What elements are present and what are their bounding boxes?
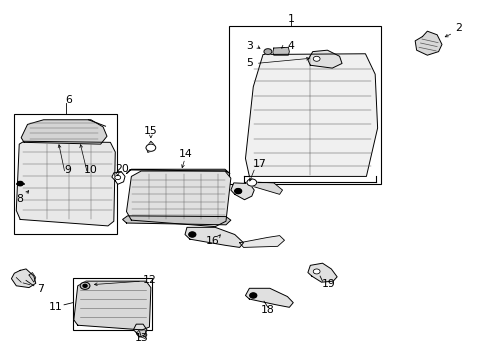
Bar — [73, 278, 152, 330]
Polygon shape — [245, 54, 377, 176]
Circle shape — [17, 181, 23, 186]
Polygon shape — [246, 182, 282, 194]
Circle shape — [246, 179, 256, 186]
Circle shape — [249, 293, 256, 298]
Polygon shape — [74, 281, 151, 330]
Circle shape — [146, 144, 156, 151]
Polygon shape — [29, 273, 36, 282]
Polygon shape — [11, 269, 36, 288]
Polygon shape — [126, 169, 229, 174]
Circle shape — [264, 49, 271, 54]
Polygon shape — [307, 50, 341, 68]
Circle shape — [83, 284, 87, 287]
Polygon shape — [307, 263, 336, 282]
Text: 3: 3 — [245, 41, 252, 51]
Text: 12: 12 — [142, 275, 156, 285]
Polygon shape — [239, 235, 284, 247]
Circle shape — [80, 282, 90, 289]
Bar — [86, 300, 122, 321]
Polygon shape — [272, 47, 289, 55]
Bar — [14, 114, 117, 234]
Polygon shape — [245, 288, 293, 307]
Polygon shape — [136, 330, 147, 338]
Text: 11: 11 — [48, 302, 62, 312]
Text: 8: 8 — [16, 194, 22, 204]
Text: 18: 18 — [261, 305, 274, 315]
Text: 5: 5 — [245, 58, 252, 68]
Polygon shape — [126, 171, 230, 226]
Text: 6: 6 — [65, 95, 72, 105]
Text: 10: 10 — [84, 165, 98, 175]
Polygon shape — [122, 216, 230, 225]
Text: 20: 20 — [116, 163, 129, 174]
Text: 4: 4 — [287, 41, 294, 51]
Polygon shape — [230, 183, 254, 200]
Circle shape — [313, 56, 320, 61]
Circle shape — [313, 269, 320, 274]
Polygon shape — [112, 172, 125, 184]
Text: 9: 9 — [64, 165, 71, 175]
Text: 17: 17 — [253, 159, 266, 169]
Circle shape — [188, 232, 195, 237]
Text: 2: 2 — [455, 23, 462, 33]
Polygon shape — [133, 324, 147, 337]
Bar — [228, 26, 380, 184]
Polygon shape — [21, 120, 107, 144]
Polygon shape — [16, 141, 115, 226]
Text: 19: 19 — [321, 279, 335, 289]
Text: 13: 13 — [135, 333, 149, 343]
Text: 15: 15 — [143, 126, 158, 135]
Text: 16: 16 — [205, 236, 219, 246]
Text: 14: 14 — [179, 149, 192, 159]
Polygon shape — [414, 31, 441, 55]
Polygon shape — [184, 227, 243, 247]
Polygon shape — [146, 141, 154, 152]
Text: 7: 7 — [37, 284, 44, 294]
Circle shape — [234, 189, 241, 194]
Text: 1: 1 — [287, 14, 294, 24]
Circle shape — [115, 175, 121, 180]
